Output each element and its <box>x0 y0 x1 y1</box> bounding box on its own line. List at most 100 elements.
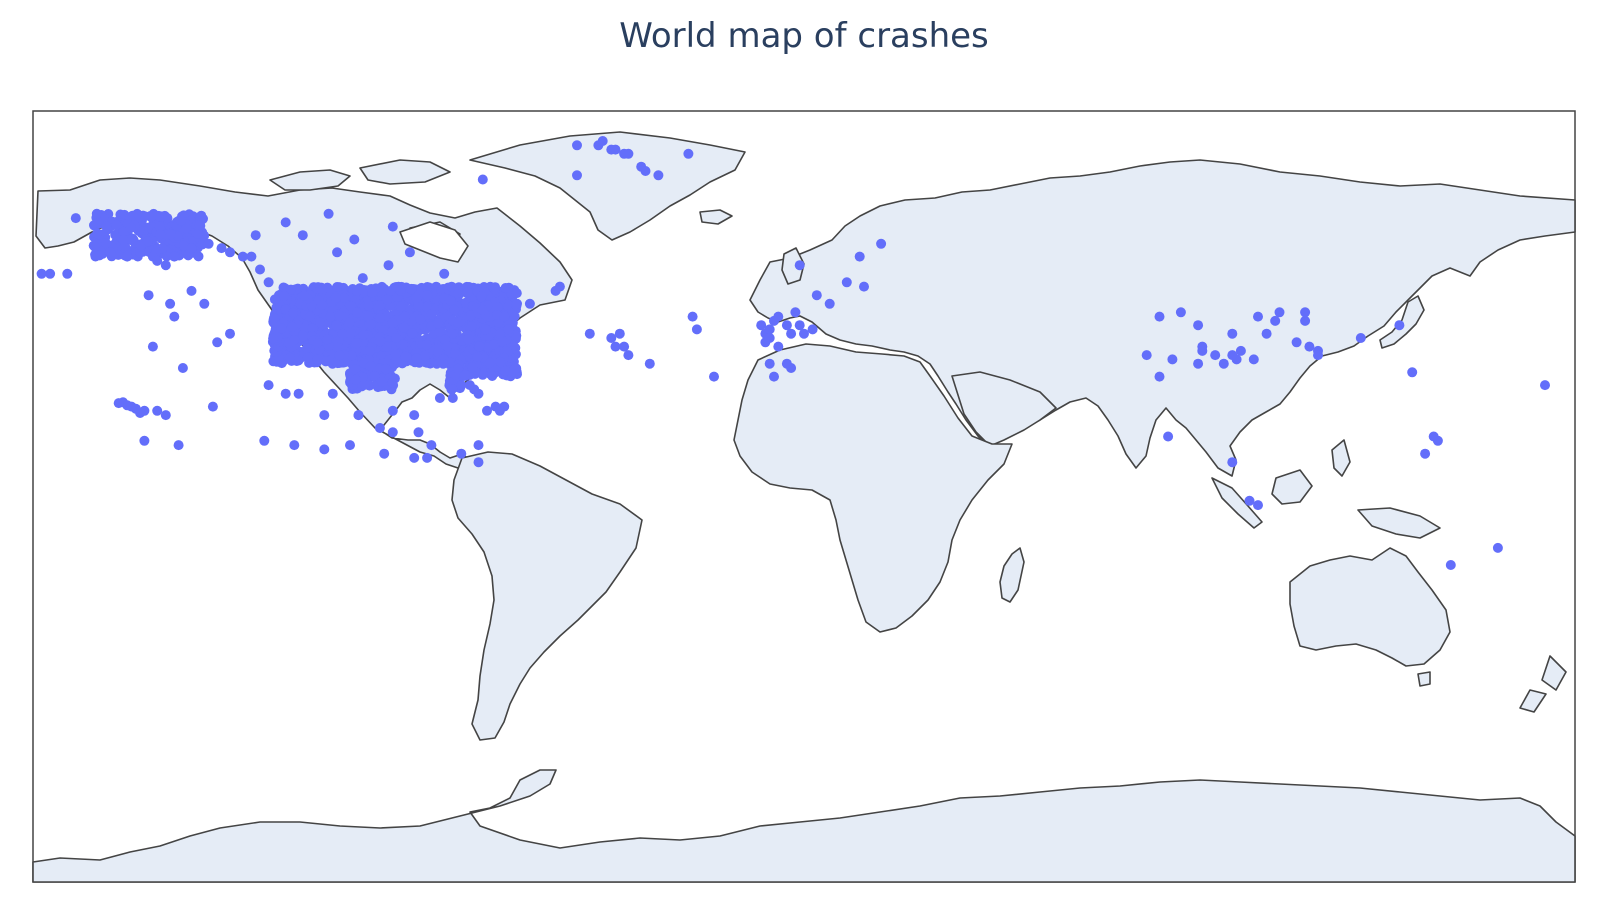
crash-point <box>495 356 506 367</box>
crash-point <box>764 324 775 335</box>
crash-point <box>375 312 386 323</box>
crash-point <box>447 328 458 339</box>
crash-point <box>1227 328 1238 339</box>
crash-point <box>289 334 300 345</box>
crash-point <box>268 333 279 344</box>
crash-point <box>472 352 483 362</box>
crash-point <box>353 410 364 421</box>
crash-point <box>799 328 809 339</box>
crash-point <box>382 294 393 305</box>
crash-point <box>756 320 767 331</box>
crash-point <box>383 260 394 271</box>
crash-point <box>111 220 122 230</box>
crash-point <box>524 298 535 309</box>
crash-point <box>263 277 274 288</box>
crash-point <box>216 243 227 254</box>
crash-point <box>1492 542 1503 553</box>
crash-point <box>312 354 323 365</box>
crash-point <box>169 311 180 322</box>
crash-point <box>442 341 453 352</box>
crash-point <box>358 329 369 340</box>
crash-point <box>317 285 328 296</box>
crash-point <box>280 388 291 399</box>
crash-point <box>346 350 357 361</box>
crash-point <box>346 301 356 312</box>
crash-point <box>764 358 775 369</box>
crash-point <box>118 235 129 245</box>
crash-point <box>445 295 456 306</box>
crash-point <box>192 228 203 239</box>
crash-point <box>285 352 296 363</box>
crash-point <box>447 384 458 394</box>
antarctica-landmass <box>32 769 1576 883</box>
crash-point <box>299 323 310 334</box>
crash-point <box>407 328 418 339</box>
crash-point <box>411 293 422 304</box>
crash-point <box>176 215 186 226</box>
crash-point <box>1227 457 1238 468</box>
crash-point <box>473 440 484 451</box>
crash-point <box>357 273 368 284</box>
crash-point <box>773 341 784 352</box>
crash-point <box>464 380 475 391</box>
crash-point <box>584 328 595 339</box>
crash-point <box>1210 350 1221 361</box>
crash-point <box>331 293 341 303</box>
crash-point <box>154 221 165 232</box>
crash-point <box>369 371 380 382</box>
crash-point <box>1235 345 1246 356</box>
crash-point <box>477 304 488 315</box>
australia-landmass <box>1289 547 1451 667</box>
crash-point <box>477 174 488 185</box>
iceland <box>699 209 733 225</box>
crash-point <box>367 287 378 298</box>
crash-point <box>207 401 218 412</box>
crash-point <box>623 350 634 361</box>
crash-point <box>1253 311 1263 322</box>
crash-point <box>807 324 818 335</box>
crash-point <box>152 405 163 416</box>
crash-point <box>606 333 617 343</box>
crash-point <box>1218 358 1229 369</box>
crash-point <box>1248 354 1259 365</box>
crash-point <box>811 290 822 301</box>
crash-point <box>794 320 805 331</box>
crash-point <box>387 377 398 388</box>
crash-point <box>307 323 318 334</box>
crash-point <box>465 310 476 321</box>
crash-point <box>345 328 356 339</box>
crash-point <box>325 311 336 322</box>
crash-point <box>1274 307 1285 318</box>
crash-point <box>259 435 270 446</box>
crash-point <box>332 282 343 292</box>
crash-point <box>876 238 887 249</box>
crash-point <box>709 371 719 382</box>
crash-point <box>411 353 422 364</box>
crash-point <box>113 398 124 409</box>
crash-point <box>484 357 495 368</box>
crash-point <box>406 283 417 294</box>
madagascar <box>999 547 1025 603</box>
crash-point <box>225 328 235 339</box>
crash-point <box>280 217 291 228</box>
crash-point <box>490 282 501 293</box>
crash-point <box>1154 311 1165 322</box>
crash-point <box>456 380 467 391</box>
crash-point <box>426 309 437 320</box>
crash-point <box>93 218 104 229</box>
crash-point <box>456 448 467 459</box>
crash-point <box>365 360 376 371</box>
crash-point <box>473 457 484 468</box>
crash-point <box>396 301 407 312</box>
crash-point <box>786 363 797 373</box>
crash-point <box>511 288 522 299</box>
crash-point <box>1291 337 1302 348</box>
crash-point <box>434 326 445 337</box>
crash-point <box>334 350 345 361</box>
crash-point <box>319 444 330 455</box>
crash-point <box>387 318 398 328</box>
crash-point <box>422 452 433 463</box>
crash-point <box>691 324 702 335</box>
crash-point <box>453 317 463 328</box>
crash-point <box>352 307 363 318</box>
